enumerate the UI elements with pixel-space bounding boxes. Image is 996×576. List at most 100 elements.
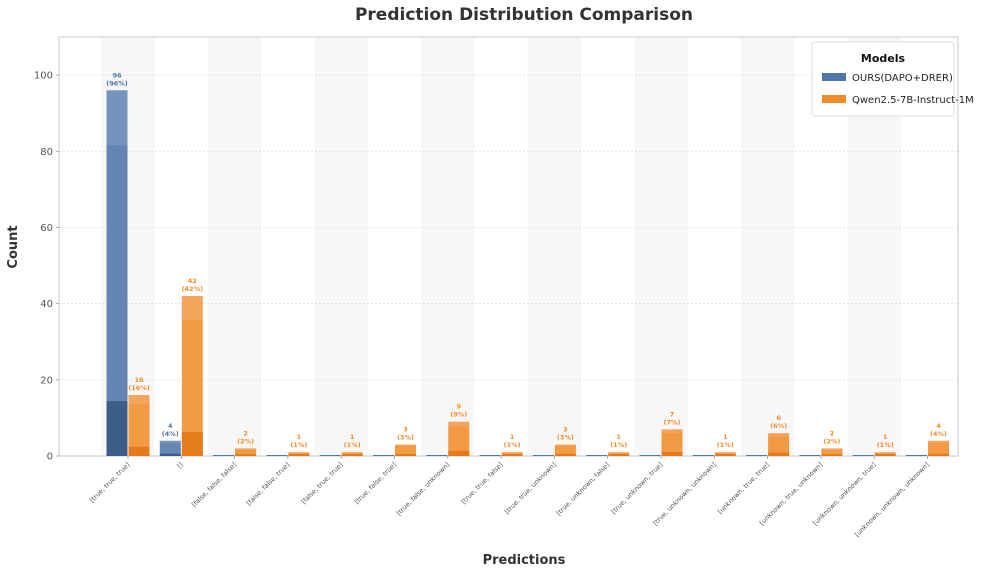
bar-cap xyxy=(448,421,470,427)
category-band xyxy=(207,37,262,456)
x-tick-label: [true, unknown, true] xyxy=(610,461,665,516)
y-tick-label: 20 xyxy=(40,375,53,386)
data-label-percent: (1%) xyxy=(504,441,521,449)
bar-base xyxy=(608,454,630,456)
bar-cap xyxy=(714,452,736,454)
data-label-count: 1 xyxy=(510,433,515,441)
data-label-count: 6 xyxy=(776,414,781,422)
bar xyxy=(106,90,128,456)
data-label-count: 4 xyxy=(936,422,941,430)
bar-base xyxy=(341,454,363,456)
bar-base xyxy=(661,452,683,456)
data-label-percent: (1%) xyxy=(290,441,307,449)
bar xyxy=(395,444,416,456)
bar-base xyxy=(395,454,416,456)
x-tick-label: [false, false, true] xyxy=(245,461,291,507)
legend-title: Models xyxy=(861,52,906,65)
category-band xyxy=(740,37,795,456)
bar-base xyxy=(159,453,181,456)
bar-cap xyxy=(821,448,843,450)
bar xyxy=(928,440,949,456)
bar xyxy=(128,395,150,456)
y-tick-label: 0 xyxy=(47,452,53,463)
data-label-percent: (2%) xyxy=(823,437,840,445)
bar-cap xyxy=(288,452,310,454)
x-tick-label: [true, true, false] xyxy=(460,461,505,506)
bar-body xyxy=(181,296,203,456)
data-label-count: 1 xyxy=(883,433,888,441)
bar-body xyxy=(448,421,470,456)
x-tick-label: [true, unknown, false] xyxy=(555,461,611,517)
bar-base xyxy=(181,432,203,456)
bar-base xyxy=(874,454,896,456)
category-bands xyxy=(101,37,901,456)
bar-base xyxy=(554,454,576,456)
data-label-count: 42 xyxy=(188,277,197,285)
bar xyxy=(159,440,181,456)
x-axis-title: Predictions xyxy=(483,553,566,568)
category-band xyxy=(421,37,475,456)
bar-base xyxy=(448,450,470,456)
x-tick-label: [true, true, unknown] xyxy=(503,461,558,516)
bar-cap xyxy=(661,429,683,434)
bar-base xyxy=(288,454,310,456)
legend-label-ours: OURS(DAPO+DRER) xyxy=(852,73,953,84)
x-tick-label: [true, false, unknown] xyxy=(395,461,451,517)
x-axis-ticks: [true, true, true] [] [false, false, false… xyxy=(88,456,931,539)
grid-lines xyxy=(59,74,958,381)
bar-body xyxy=(661,429,683,456)
data-label-percent: (4%) xyxy=(162,430,179,438)
data-label-count: 16 xyxy=(134,376,144,384)
category-band xyxy=(527,37,582,456)
bar-cap xyxy=(608,452,630,454)
data-label-percent: (1%) xyxy=(610,441,627,449)
bar-base xyxy=(768,452,790,456)
bar xyxy=(714,452,736,456)
data-label-percent: (96%) xyxy=(106,79,128,87)
data-label-percent: (16%) xyxy=(128,384,150,392)
legend-swatch-qwen xyxy=(822,95,846,103)
bar xyxy=(288,452,310,456)
data-label-percent: (4%) xyxy=(930,430,947,438)
bar xyxy=(235,448,257,456)
bar xyxy=(821,448,843,456)
data-label-count: 1 xyxy=(616,433,621,441)
x-tick-label: [true, false, true] xyxy=(353,461,398,506)
legend-label-qwen: Qwen2.5-7B-Instruct-1M xyxy=(852,95,974,106)
legend-swatch-ours xyxy=(822,73,846,81)
bar xyxy=(768,433,790,456)
bar-base xyxy=(928,453,949,456)
category-band xyxy=(634,37,688,456)
y-tick-label: 60 xyxy=(40,223,53,234)
bar-cap xyxy=(341,452,363,454)
bar-body xyxy=(395,444,416,456)
bar-body xyxy=(106,90,128,456)
chart-title: Prediction Distribution Comparison xyxy=(355,5,693,25)
x-tick-label: [unknown, true, true] xyxy=(716,461,771,516)
data-label-count: 3 xyxy=(403,426,408,434)
bar-base xyxy=(106,401,128,456)
data-label-count: 4 xyxy=(168,422,173,430)
bar-body xyxy=(768,433,790,456)
x-tick-label: [true, true, true] xyxy=(88,461,131,504)
y-axis-title: Count xyxy=(6,225,21,268)
data-label-count: 3 xyxy=(563,426,568,434)
category-band xyxy=(314,37,368,456)
x-tick-label: [false, true, true] xyxy=(300,461,345,506)
data-label-percent: (7%) xyxy=(664,418,681,426)
x-tick-label: [false, false, false] xyxy=(190,461,238,509)
bar xyxy=(874,452,896,456)
bar-cap xyxy=(159,440,181,444)
bar xyxy=(341,452,363,456)
bar-cap xyxy=(395,444,416,447)
bar xyxy=(554,444,576,456)
bar-base xyxy=(235,454,257,456)
data-label-count: 1 xyxy=(297,433,302,441)
bar-cap xyxy=(501,452,523,454)
data-label-count: 2 xyxy=(830,429,835,437)
bar-base xyxy=(821,454,843,456)
bar-body xyxy=(128,395,150,456)
data-label-count: 9 xyxy=(457,403,462,411)
bar-body xyxy=(554,444,576,456)
bar-body xyxy=(928,440,949,456)
